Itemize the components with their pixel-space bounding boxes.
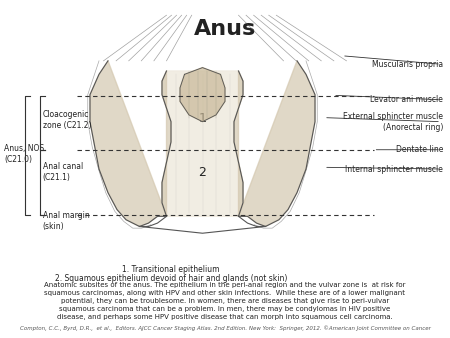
Polygon shape: [234, 61, 315, 226]
Text: 2: 2: [198, 166, 207, 179]
Polygon shape: [162, 71, 243, 216]
Text: Compton, C.C., Byrd, D.R.,  et al.,  Editors. AJCC Cancer Staging Atlas. 2nd Edi: Compton, C.C., Byrd, D.R., et al., Edito…: [19, 325, 431, 331]
Text: Anus: Anus: [194, 19, 256, 39]
Text: Dentate line: Dentate line: [396, 145, 443, 154]
Text: Anus, NOS
(C21.0): Anus, NOS (C21.0): [4, 144, 45, 164]
Text: 2. Squamous epithelium devoid of hair and glands (not skin): 2. Squamous epithelium devoid of hair an…: [55, 274, 287, 283]
Text: 1: 1: [198, 112, 207, 125]
Text: 1. Transitional epithelium: 1. Transitional epithelium: [122, 265, 220, 274]
Text: Levator ani muscle: Levator ani muscle: [370, 95, 443, 104]
Text: External sphincter muscle
(Anorectal ring): External sphincter muscle (Anorectal rin…: [343, 112, 443, 132]
Text: Anatomic subsites of the anus. The epithelium in the peri-anal region and the vu: Anatomic subsites of the anus. The epith…: [44, 282, 406, 320]
Text: Anal margin
(skin): Anal margin (skin): [43, 211, 90, 232]
Polygon shape: [180, 68, 225, 122]
Text: Muscularis propria: Muscularis propria: [372, 60, 443, 69]
Text: Anal canal
(C21.1): Anal canal (C21.1): [43, 162, 83, 183]
Polygon shape: [90, 61, 171, 226]
Text: Cloacogenic
zone (C21.2): Cloacogenic zone (C21.2): [43, 110, 91, 130]
Text: Internal sphincter muscle: Internal sphincter muscle: [346, 165, 443, 173]
